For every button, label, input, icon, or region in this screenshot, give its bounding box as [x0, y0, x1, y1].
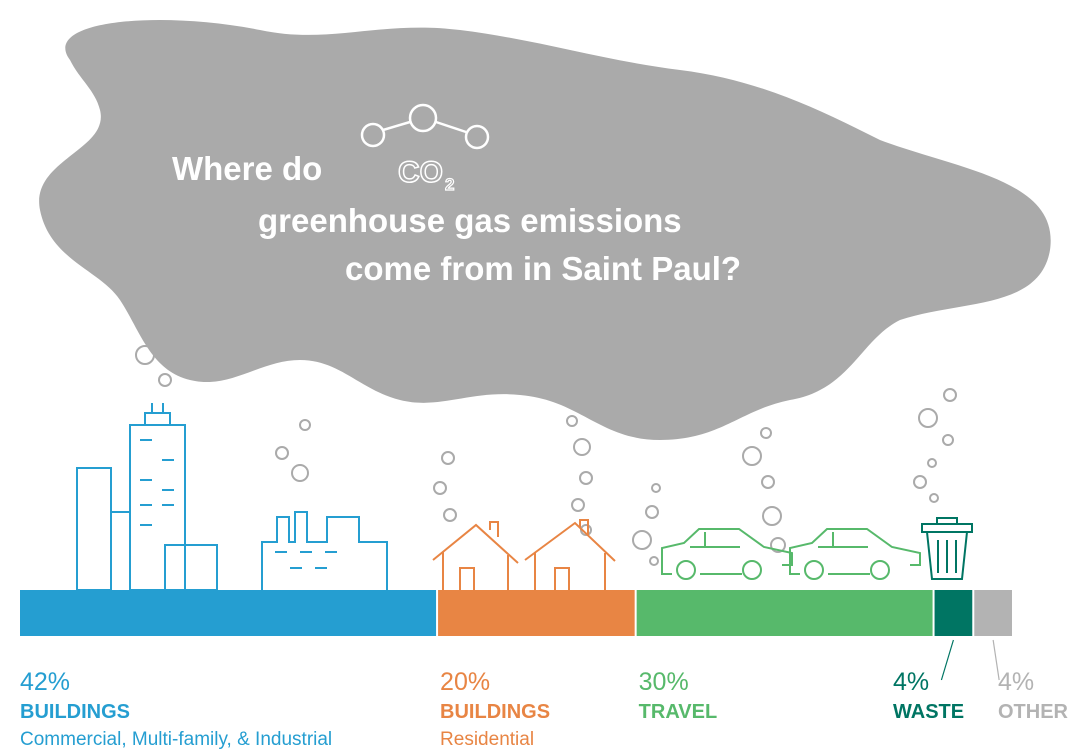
- cloud: [39, 20, 1051, 440]
- bar-segment: [934, 590, 973, 636]
- leader-line: [992, 639, 1000, 681]
- legend-name: OTHER: [998, 701, 1069, 723]
- legend-name: WASTE: [893, 701, 964, 723]
- value-label: 4%: [998, 668, 1034, 696]
- value-label: 20%: [440, 668, 490, 696]
- title-line: Where do: [172, 150, 322, 187]
- leader-line: [940, 639, 954, 681]
- bar-segment: [438, 590, 635, 636]
- bar-segment: [974, 590, 1012, 636]
- title-line: greenhouse gas emissions: [258, 202, 682, 239]
- cars-icon: [661, 528, 921, 580]
- value-label: 42%: [20, 668, 70, 696]
- legend-description: Residential: [440, 729, 534, 750]
- trash-can-icon: [921, 517, 973, 580]
- legend-name: TRAVEL: [639, 701, 718, 723]
- bar-segment: [20, 590, 437, 636]
- residential-houses-icon: [432, 519, 616, 590]
- commercial-buildings-icon: [76, 403, 388, 591]
- co2-text: CO: [398, 156, 443, 189]
- bubbles: [135, 321, 957, 566]
- value-label: 4%: [893, 668, 929, 696]
- co2-subscript: 2: [445, 175, 454, 194]
- title-line: come from in Saint Paul?: [345, 250, 741, 287]
- value-label: 30%: [639, 668, 689, 696]
- legend-name: BUILDINGS: [20, 701, 130, 723]
- co2-icon: CO 2: [360, 103, 490, 195]
- legend-name: BUILDINGS: [440, 701, 550, 723]
- bar-segment: [636, 590, 933, 636]
- legend-description: Commercial, Multi-family, & Industrial: [20, 729, 332, 750]
